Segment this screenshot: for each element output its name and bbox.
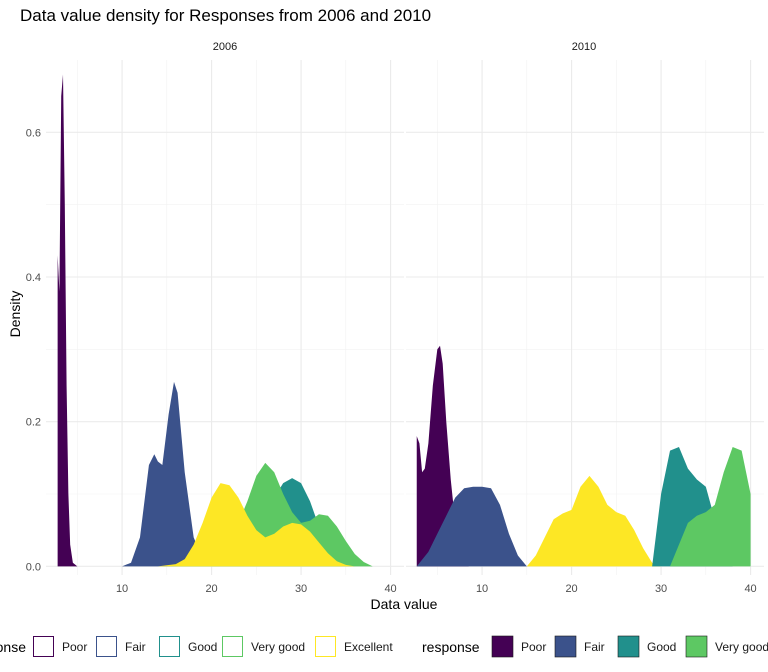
y-tick-label: 0.6 [26, 127, 41, 139]
legend-key-poor [33, 636, 54, 657]
legend-label: Excellent [344, 640, 393, 654]
x-axis-title: Data value [371, 596, 438, 612]
y-tick-label: 0.2 [26, 417, 41, 429]
legend-label: Fair [584, 640, 605, 654]
density-area-very-good-2010 [670, 446, 751, 567]
legend-key-fair [96, 636, 117, 657]
legend-key-very-good [222, 636, 243, 657]
facet-panel-2010: 2010 [406, 41, 764, 575]
y-tick-label: 0.0 [26, 561, 41, 573]
density-area-excellent-2006 [157, 483, 355, 567]
x-tick-label: 10 [476, 583, 488, 595]
y-axis-title: Density [7, 291, 23, 338]
legend-label: Very good [715, 640, 768, 654]
y-axis: 0.0 0.2 0.4 0.6 [26, 127, 41, 573]
y-tick-label: 0.4 [26, 272, 41, 284]
density-area-fair-2010 [416, 486, 527, 567]
legend-label: Good [647, 640, 676, 654]
x-tick-label: 20 [205, 583, 217, 595]
facet-label-2010: 2010 [572, 41, 596, 53]
x-tick-label: 20 [565, 583, 577, 595]
x-tick-label: 40 [384, 583, 396, 595]
density-area-poor-2010 [416, 345, 469, 567]
x-tick-label: 30 [655, 583, 667, 595]
legend-key-good [617, 635, 640, 658]
legend-label: Poor [62, 640, 87, 654]
x-axis: 10 20 30 40 10 20 30 40 [116, 583, 757, 595]
x-tick-label: 30 [295, 583, 307, 595]
legend-2006: response Poor Fair Good Very good Excellent [0, 636, 393, 657]
legend-title: response [422, 639, 480, 655]
legend-key-fair [554, 635, 577, 658]
density-area-poor-2006 [57, 74, 78, 567]
facet-panel-2006: 2006 [46, 41, 404, 575]
x-tick-label: 10 [116, 583, 128, 595]
density-area-excellent-2010 [526, 475, 662, 567]
legend-key-good [159, 636, 180, 657]
legend-label: Very good [251, 640, 305, 654]
legend-label: Fair [125, 640, 146, 654]
legend-title: response [0, 639, 26, 655]
legend-key-poor [491, 635, 514, 658]
legend-label: Poor [521, 640, 546, 654]
legend-key-very-good [685, 635, 708, 658]
legend-label: Good [188, 640, 217, 654]
density-area-fair-2006 [122, 381, 230, 567]
facet-label-2006: 2006 [213, 41, 237, 53]
legend-key-excellent [315, 636, 336, 657]
chart-title: Data value density for Responses from 20… [20, 6, 431, 25]
density-area-very-good-2006 [175, 462, 373, 567]
x-tick-label: 40 [744, 583, 756, 595]
